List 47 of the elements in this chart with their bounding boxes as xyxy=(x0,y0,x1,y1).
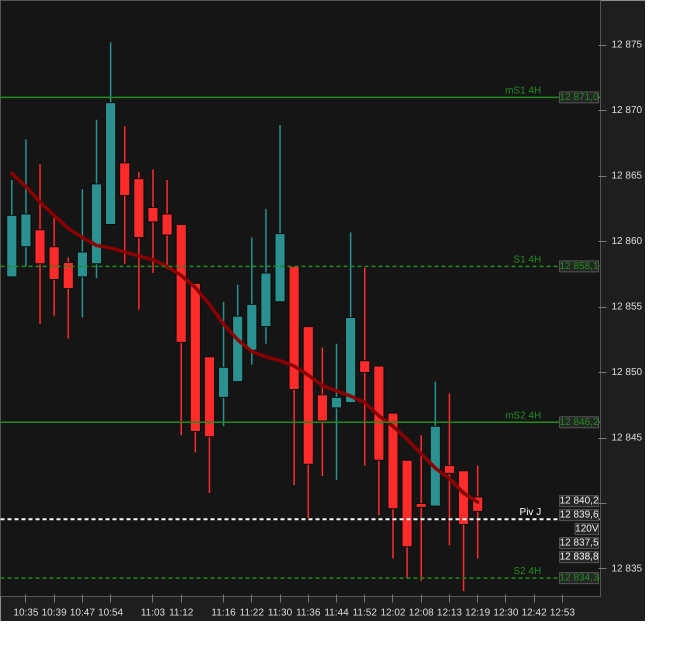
annotation: 12 837,5 xyxy=(560,538,599,549)
candlestick xyxy=(147,168,159,274)
x-tick-label: 12:30 xyxy=(493,608,519,618)
y-tick-label: 12 835 xyxy=(612,563,643,574)
x-tick-label: 11:44 xyxy=(324,608,350,618)
x-tick-label: 11:36 xyxy=(296,608,321,618)
x-tick-label: 11:52 xyxy=(352,608,378,618)
annotation: 12 839,6 xyxy=(560,510,599,521)
candlestick xyxy=(416,434,427,582)
x-tick-label: 12:19 xyxy=(465,608,491,618)
x-tick-label: 12:13 xyxy=(436,608,462,618)
x-tick-label: 11:03 xyxy=(140,608,166,618)
annotation: 120V xyxy=(575,524,599,535)
x-tick-label: 11:30 xyxy=(268,608,293,618)
candlestick xyxy=(330,342,342,481)
ref-line-label: S1 4H xyxy=(513,254,542,266)
y-tick-label: 12 870 xyxy=(612,105,643,116)
ref-line-label: S2 4H xyxy=(513,566,542,578)
x-tick-label: 12:53 xyxy=(550,608,576,618)
x-tick-label: 10:39 xyxy=(42,608,68,618)
ref-line-label: Piv J xyxy=(520,507,542,518)
y-tick-label: 12 845 xyxy=(612,432,643,444)
ref-line-label: mS1 4H xyxy=(505,85,542,96)
x-tick-label: 10:47 xyxy=(70,608,96,618)
annotation: 12 834,3 xyxy=(560,572,599,584)
y-tick-label: 12 865 xyxy=(612,170,643,182)
y-tick-label: 12 855 xyxy=(612,302,643,313)
x-tick-label: 11:16 xyxy=(211,608,236,618)
y-tick-label: 12 875 xyxy=(612,40,643,51)
annotation: 12 858,1 xyxy=(560,260,599,272)
y-tick-label: 12 850 xyxy=(612,367,643,378)
y-tick-label: 12 860 xyxy=(612,236,643,248)
x-tick-label: 11:12 xyxy=(169,608,194,618)
candlestick xyxy=(359,266,370,466)
annotation: 12 846,2 xyxy=(560,416,599,428)
candlestick xyxy=(162,179,173,270)
annotation: 12 871,0 xyxy=(560,92,599,103)
annotation: 12 838,8 xyxy=(560,552,599,563)
annotation: 12 840,2 xyxy=(560,496,599,507)
x-tick-label: 12:02 xyxy=(380,608,406,618)
x-tick-label: 10:54 xyxy=(98,608,124,618)
x-tick-label: 12:08 xyxy=(408,608,434,618)
candlestick xyxy=(444,392,456,546)
x-tick-label: 12:42 xyxy=(522,608,548,618)
ref-line-label: mS2 4H xyxy=(505,410,542,422)
x-tick-label: 10:35 xyxy=(13,608,39,618)
x-tick-label: 11:22 xyxy=(240,608,264,618)
